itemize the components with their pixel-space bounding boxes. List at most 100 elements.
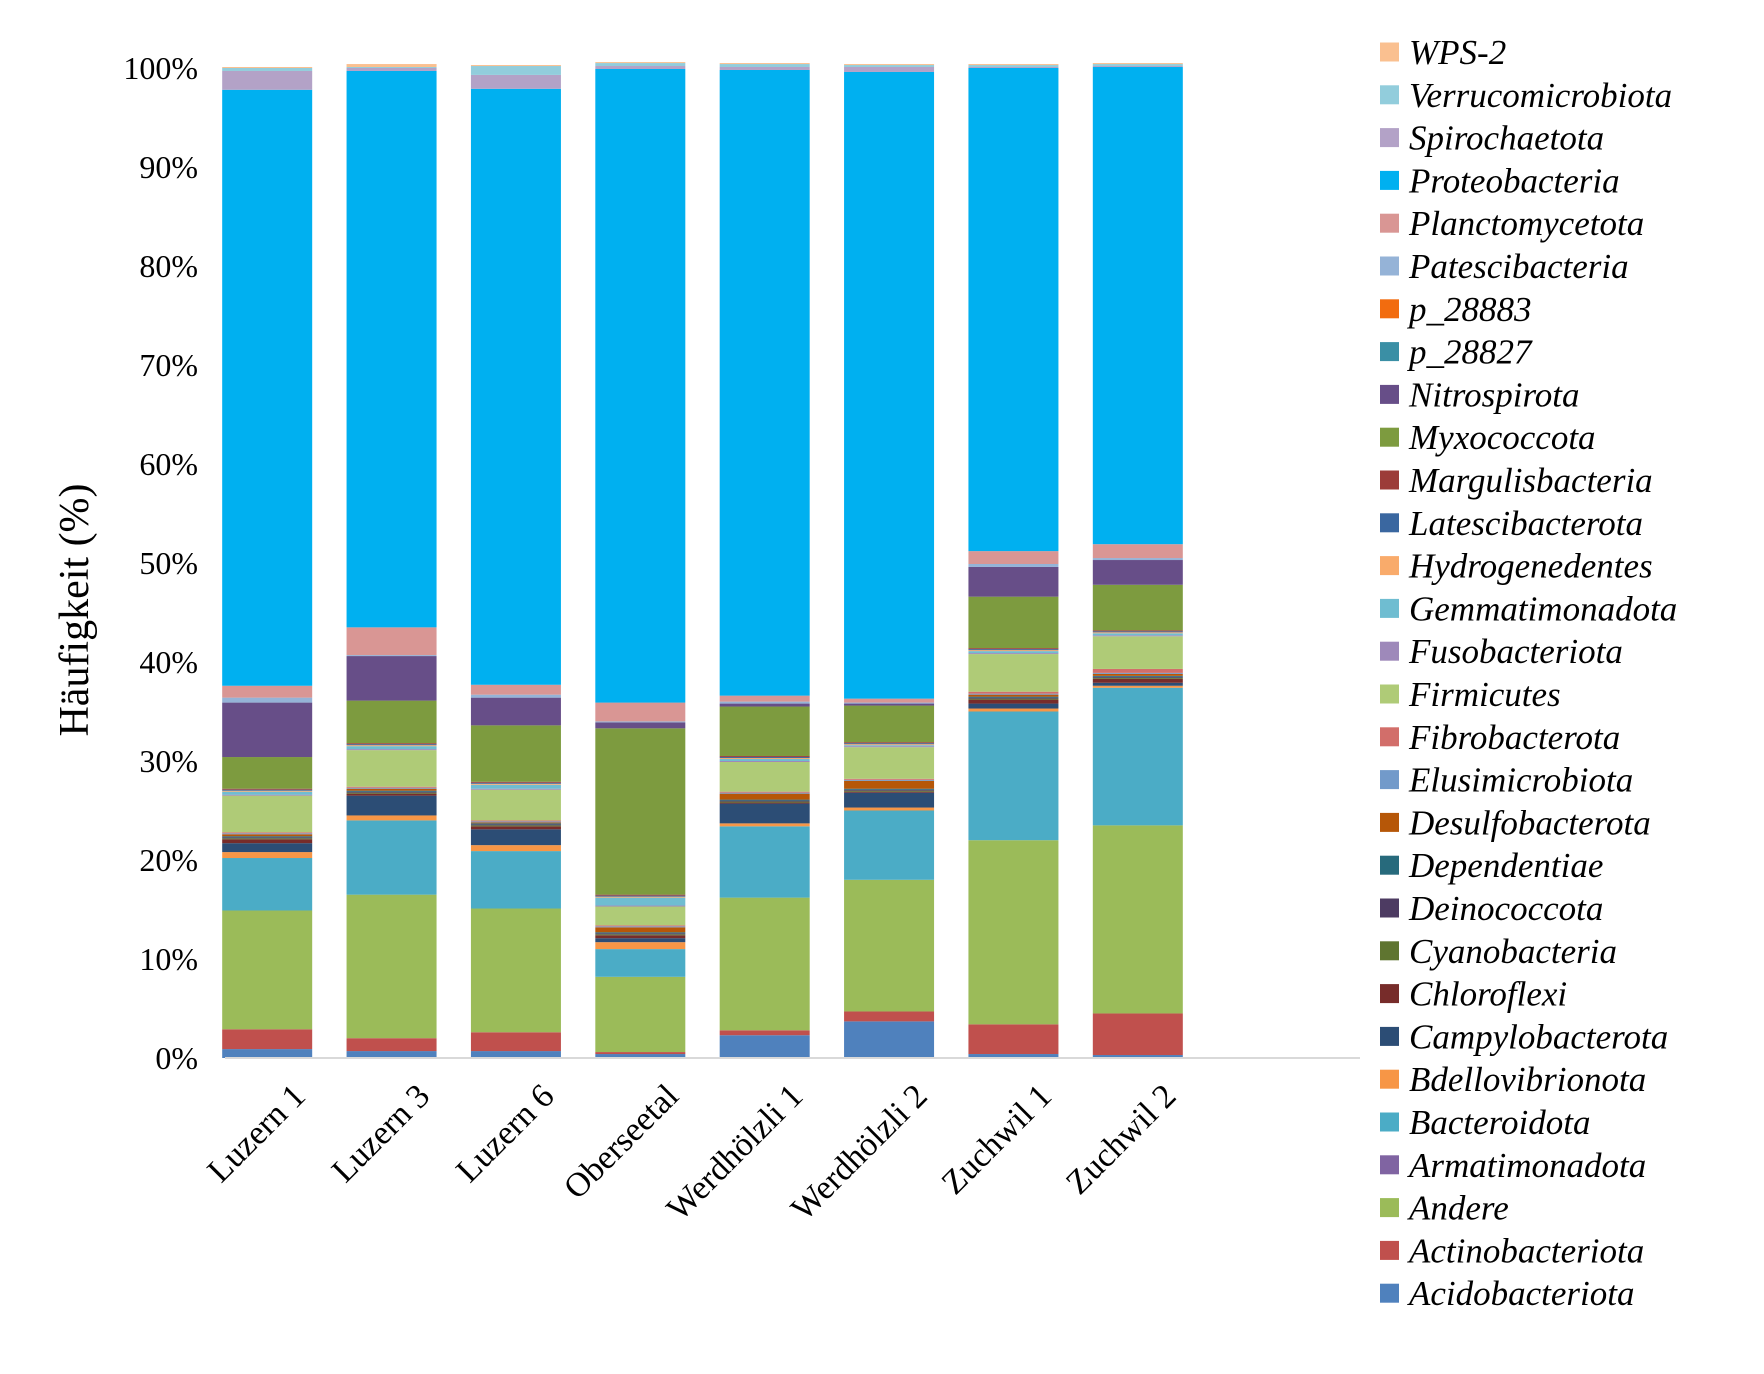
- bar-segment-fibrobacterota: [595, 925, 686, 927]
- bar-segment-dependentiae: [844, 788, 935, 790]
- bar-segment-spirochaetota: [1092, 66, 1183, 68]
- legend-label: Planctomycetota: [1408, 204, 1644, 243]
- y-axis-title: Häufigkeit (%): [52, 483, 98, 736]
- bar-segment-cyanobacteria: [1092, 677, 1183, 679]
- bar-segment-bacteroidota: [346, 820, 437, 895]
- bar-segment-planctomycetota: [719, 695, 810, 702]
- bar-segment-chloroflexi: [470, 826, 561, 830]
- bar-segment-margulisbacteria: [844, 742, 935, 744]
- bar-segment-planctomycetota: [470, 684, 561, 695]
- bar-segment-cyanobacteria: [595, 934, 686, 936]
- bar-segment-andere: [595, 976, 686, 1053]
- legend-swatch-margulisbacteria: [1380, 470, 1399, 490]
- bar-segment-fusobacteriota: [222, 794, 313, 796]
- bar-segment-myxococcota: [595, 728, 686, 895]
- bar-segment-hydrogenedentes: [346, 745, 437, 747]
- bar-segment-deinococcota: [346, 791, 437, 793]
- bar-segment-actinobacteriota: [470, 1032, 561, 1052]
- bar-segment-gemmatimonadota: [719, 759, 810, 761]
- bar-segment-deinococcota: [844, 789, 935, 791]
- bar-segment-chloroflexi: [1092, 678, 1183, 683]
- bar-segment-acidobacteriota: [595, 1054, 686, 1058]
- bar-segment-wps-2: [844, 64, 935, 66]
- y-tick-label: 0%: [155, 1040, 198, 1076]
- legend-swatch-armatimonadota: [1380, 1155, 1399, 1175]
- bar-segment-wps-2: [1092, 63, 1183, 65]
- bar-segment-gemmatimonadota: [1092, 633, 1183, 636]
- bar-segment-margulisbacteria: [595, 894, 686, 896]
- legend-swatch-patescibacteria: [1380, 256, 1399, 276]
- bar-segment-dependentiae: [346, 790, 437, 792]
- bar-segment-latescibacterota: [719, 757, 810, 759]
- bar-segment-fusobacteriota: [595, 905, 686, 907]
- bar-segment-proteobacteria: [844, 71, 935, 699]
- y-tick-labels: 0% 10% 20% 30% 40% 50% 60% 70% 80% 90% 100%: [123, 50, 198, 1076]
- bar-segment-campylobacterota: [346, 795, 437, 816]
- bar-segment-fibrobacterota: [968, 691, 1059, 694]
- bar-segment-bdellovibrionota: [470, 845, 561, 852]
- bar-segment-firmicutes: [595, 906, 686, 926]
- bar-segment-hydrogenedentes: [470, 783, 561, 785]
- bar-segment-wps-2: [719, 63, 810, 65]
- legend-swatch-latescibacterota: [1380, 513, 1399, 533]
- bar-segment-verrucomicrobiota: [719, 64, 810, 68]
- bar-segment-cyanobacteria: [346, 792, 437, 794]
- bar-segment-bacteroidota: [222, 858, 313, 911]
- bar-segment-myxococcota: [470, 725, 561, 782]
- bar-segment-firmicutes: [470, 789, 561, 821]
- bar-segment-acidobacteriota: [1092, 1055, 1183, 1058]
- legend-swatch-wps-2: [1380, 42, 1399, 62]
- legend-label: Verrucomicrobiota: [1409, 76, 1672, 115]
- bar-segment-hydrogenedentes: [844, 744, 935, 746]
- legend-label: Bacteroidota: [1409, 1103, 1590, 1142]
- bar-segment-verrucomicrobiota: [1092, 64, 1183, 67]
- legend-swatch-acidobacteriota: [1380, 1283, 1399, 1303]
- legend-swatch-bacteroidota: [1380, 1112, 1399, 1132]
- bar-segment-proteobacteria: [595, 68, 686, 703]
- bar-segment-andere: [1092, 825, 1183, 1014]
- bar-segment-myxococcota: [968, 596, 1059, 649]
- legend-label: Firmicutes: [1408, 675, 1561, 714]
- bar-segment-desulfobacterota: [968, 694, 1059, 697]
- bar-segment-proteobacteria: [222, 89, 313, 686]
- bar-segment-planctomycetota: [595, 702, 686, 722]
- bar-segment-patescibacteria: [844, 702, 935, 704]
- bar-segment-latescibacterota: [346, 744, 437, 746]
- bar-segment-nitrospirota: [844, 703, 935, 706]
- bar-segment-chloroflexi: [844, 791, 935, 793]
- bar-segment-planctomycetota: [968, 551, 1059, 564]
- bar-segment-campylobacterota: [719, 803, 810, 824]
- legend-label: Chloroflexi: [1409, 975, 1567, 1014]
- legend-swatch-verrucomicrobiota: [1380, 85, 1399, 105]
- bar-segment-verrucomicrobiota: [595, 63, 686, 67]
- legend-label: WPS-2: [1409, 33, 1506, 72]
- legend-label: Margulisbacteria: [1408, 461, 1653, 500]
- bar-segment-bdellovibrionota: [346, 815, 437, 821]
- bar-segment-wps-2: [595, 62, 686, 64]
- bar-segment-desulfobacterota: [222, 834, 313, 837]
- bar-segment-bdellovibrionota: [844, 807, 935, 811]
- bar-segment-wps-2: [222, 67, 313, 68]
- bar-segment-nitrospirota: [1092, 560, 1183, 585]
- legend-label: Fusobacteriota: [1408, 632, 1623, 671]
- bars: [222, 62, 1183, 1058]
- legend-label: Fibrobacterota: [1408, 718, 1620, 757]
- bar-segment-andere: [222, 910, 313, 1030]
- bar-segment-firmicutes: [222, 795, 313, 833]
- bar-segment-nitrospirota: [595, 722, 686, 729]
- bar-segment-verrucomicrobiota: [470, 66, 561, 75]
- bar-segment-verrucomicrobiota: [968, 65, 1059, 68]
- bar-segment-hydrogenedentes: [595, 896, 686, 898]
- legend-label: Patescibacteria: [1408, 247, 1629, 286]
- bar-segment-deinococcota: [968, 697, 1059, 699]
- bar-segment-campylobacterota: [844, 792, 935, 808]
- bar-segment-bacteroidota: [968, 711, 1059, 841]
- bar-segment-cyanobacteria: [470, 825, 561, 827]
- bar-segment-latescibacterota: [1092, 631, 1183, 633]
- bar-segment-bdellovibrionota: [595, 942, 686, 950]
- bar-segment-campylobacterota: [1092, 682, 1183, 686]
- legend-swatch-hydrogenedentes: [1380, 556, 1399, 576]
- bar-segment-margulisbacteria: [346, 743, 437, 745]
- bar-segment-deinococcota: [719, 800, 810, 802]
- bar-segment-desulfobacterota: [470, 822, 561, 824]
